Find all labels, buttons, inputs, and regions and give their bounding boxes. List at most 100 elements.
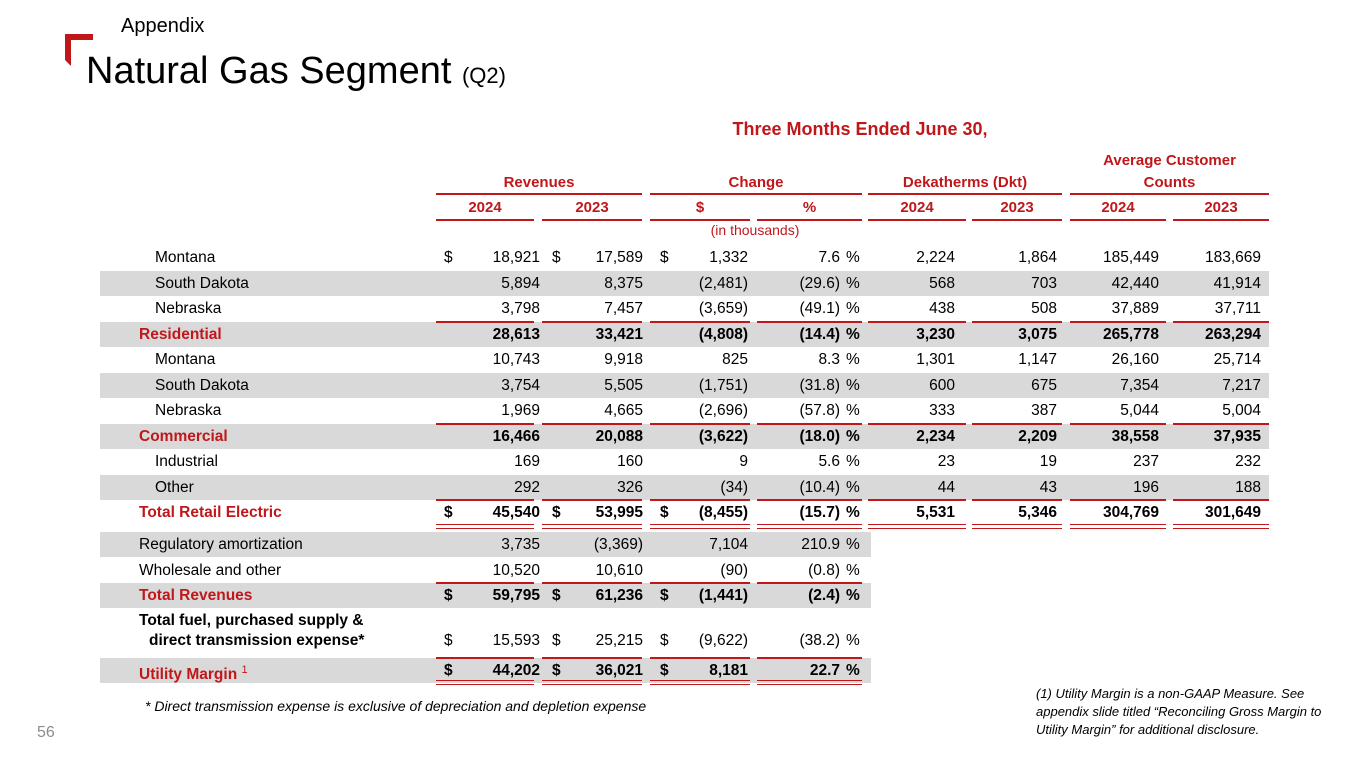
row-label-text: Nebraska [155, 300, 222, 317]
row-band [100, 322, 1269, 347]
row-band [100, 658, 871, 683]
cell-r23: 17,589 [595, 249, 643, 266]
underline-rule [868, 321, 966, 323]
revenues-group-header: Revenues [436, 172, 642, 195]
rev-2023-header: 2023 [542, 197, 642, 221]
cell-pct: (10.4) [799, 479, 841, 496]
cell-chg: (34) [720, 479, 748, 496]
underline-rule [650, 321, 750, 323]
dkt-2023-header: 2023 [972, 197, 1062, 221]
title-text: Natural Gas Segment [86, 50, 452, 92]
cell-d24: 3,230 [916, 326, 955, 343]
cell-d23: 1,147 [1018, 351, 1057, 368]
cell-pct: (18.0) [799, 428, 841, 445]
cell-d23: 387 [1031, 402, 1057, 419]
cell-pctsign: % [846, 536, 860, 553]
cell-d23: 43 [1039, 479, 1057, 496]
underline-rule [1173, 499, 1269, 501]
cell-pct: 8.3 [818, 351, 840, 368]
currency-symbol: $ [444, 504, 453, 521]
row-label-text: Regulatory amortization [139, 536, 303, 553]
row-label: Montana [155, 347, 215, 372]
cell-c23: 37,935 [1213, 428, 1261, 445]
table-row: Commercial 16,466 20,088 (3,622) (18.0)% 2,23… [0, 424, 1365, 449]
double-underline-rule [1173, 524, 1269, 529]
table-row: Utility Margin 1 44,202 $36,021 $8,181 $22.7… [0, 658, 1365, 683]
row-label: Total fuel, purchased supply & [139, 612, 364, 629]
cell-pctsign: % [846, 504, 860, 521]
row-label: Nebraska [155, 398, 221, 423]
row-label: Residential [139, 322, 222, 347]
double-underline-rule [542, 524, 642, 529]
table-row: Total fuel, purchased supply & direct tra… [0, 612, 1365, 653]
underline-rule [542, 657, 642, 659]
cell-d24: 2,234 [916, 428, 955, 445]
cell-pct: 5.6 [818, 453, 840, 470]
row-label-text: Commercial [139, 428, 228, 445]
table-row: South Dakota 3,754 5,505 (1,751) (31.8)% 600 6… [0, 373, 1365, 398]
row-label: Montana [155, 245, 215, 270]
row-label-text: Utility Margin [139, 666, 238, 684]
table-row: Total Revenues 59,795 $61,236 $ (1,441) $ (2.4… [0, 583, 1365, 608]
cell-chg: (3,659) [698, 300, 748, 317]
underline-rule [972, 499, 1062, 501]
cell-d24: 23 [937, 453, 955, 470]
cell-chg: (1,751) [698, 377, 748, 394]
row-label-text: Other [155, 479, 194, 496]
currency-symbol: $ [552, 249, 561, 266]
page-title: Natural Gas Segment (Q2) [86, 50, 506, 93]
cell-pctsign: % [846, 326, 860, 343]
underline-rule [757, 499, 862, 501]
cell-c24: 185,449 [1102, 249, 1159, 266]
cell-r24: 59,795 [492, 587, 540, 604]
cell-chg: 1,332 [709, 249, 748, 266]
table-row: Nebraska 3,798 7,457 (3,659) (49.1)% 438 508 37… [0, 296, 1365, 321]
underline-rule [1173, 321, 1269, 323]
units-label: (in thousands) [710, 222, 800, 238]
cell-c24: 7,354 [1120, 377, 1159, 394]
cell-pctsign: % [846, 453, 860, 470]
cell-pctsign: % [846, 377, 860, 394]
cust-2023-header: 2023 [1173, 197, 1269, 221]
underline-rule [757, 423, 862, 425]
title-suffix: (Q2) [461, 63, 506, 88]
currency-symbol: $ [660, 662, 669, 679]
cell-chg: (9,622) [698, 632, 748, 649]
cell-c24: 196 [1133, 479, 1159, 496]
underline-rule [868, 423, 966, 425]
double-underline-rule [757, 680, 862, 685]
underline-rule [436, 423, 534, 425]
cell-d24: 5,531 [916, 504, 955, 521]
cell-r23: 53,995 [595, 504, 643, 521]
cell-chg: (90) [720, 562, 748, 579]
double-underline-rule [757, 524, 862, 529]
row-label-text: Residential [139, 326, 222, 343]
rev-2024-header: 2024 [436, 197, 534, 221]
currency-symbol: $ [660, 632, 669, 649]
currency-symbol: $ [660, 504, 669, 521]
underline-rule [757, 321, 862, 323]
row-label: Regulatory amortization [139, 532, 303, 557]
currency-symbol: $ [444, 249, 453, 266]
cell-r24: 10,743 [492, 351, 540, 368]
cell-c23: 41,914 [1213, 275, 1261, 292]
row-band [100, 532, 871, 557]
cell-pct: 22.7 [809, 662, 840, 679]
cell-pctsign: % [846, 428, 860, 445]
cell-chg: (2,481) [698, 275, 748, 292]
cell-c23: 7,217 [1222, 377, 1261, 394]
cell-pctsign: % [846, 562, 860, 579]
row-label-text: Wholesale and other [139, 562, 282, 579]
cell-chg: 7,104 [709, 536, 748, 553]
cell-d24: 333 [929, 402, 955, 419]
cell-d23: 5,346 [1018, 504, 1057, 521]
cell-pctsign: % [846, 249, 860, 266]
currency-symbol: $ [552, 504, 561, 521]
table-row: Nebraska 1,969 4,665 (2,696) (57.8)% 333 387 5,… [0, 398, 1365, 423]
underline-rule [1173, 423, 1269, 425]
double-underline-rule [1070, 524, 1166, 529]
row-label-text: Total Retail Electric [139, 504, 282, 521]
row-label: Other [155, 475, 194, 500]
cell-r23: (3,369) [593, 536, 643, 553]
row-label-text: South Dakota [155, 275, 249, 292]
